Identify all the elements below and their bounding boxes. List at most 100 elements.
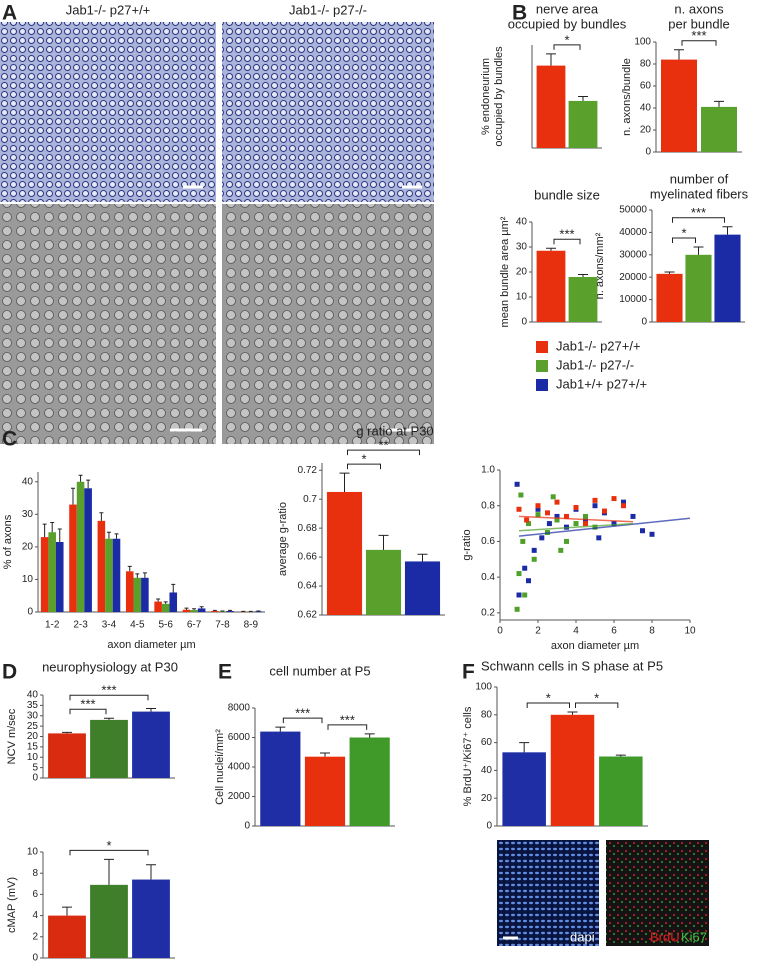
bar bbox=[161, 603, 170, 612]
y-tick-label: 8000 bbox=[228, 703, 251, 714]
x-tick-label: 2 bbox=[535, 626, 541, 637]
bar bbox=[141, 577, 149, 612]
scatter-point bbox=[524, 517, 530, 523]
error-bar bbox=[50, 521, 55, 533]
micrograph-title: Jab1-/- p27-/- bbox=[289, 2, 367, 17]
bar bbox=[218, 611, 227, 612]
x-tick-label: 6-7 bbox=[187, 620, 202, 631]
y-tick-label: 0 bbox=[244, 821, 250, 832]
significance-bracket bbox=[681, 40, 717, 46]
bar bbox=[260, 731, 301, 826]
y-tick-label: 60 bbox=[481, 737, 493, 748]
significance-bracket bbox=[69, 708, 107, 715]
error-bar bbox=[199, 606, 204, 609]
bar bbox=[97, 520, 106, 612]
error-bar bbox=[106, 531, 111, 539]
bar bbox=[197, 608, 206, 612]
chart-title: bundle size bbox=[534, 187, 600, 202]
y-tick-label: 0 bbox=[645, 147, 651, 158]
significance-label: *** bbox=[691, 205, 706, 220]
significance-label: *** bbox=[80, 697, 95, 712]
bar bbox=[599, 756, 643, 826]
bar bbox=[365, 549, 402, 615]
scatter-point bbox=[611, 521, 617, 527]
significance-bracket bbox=[347, 449, 420, 456]
legend-swatch bbox=[536, 379, 548, 391]
significance-bracket bbox=[69, 694, 149, 701]
scatter-point bbox=[621, 503, 626, 509]
y-tick-label: 2 bbox=[32, 931, 38, 942]
error-bar bbox=[275, 726, 286, 732]
y-tick-label: 20000 bbox=[619, 272, 647, 283]
significance-label: * bbox=[106, 838, 111, 853]
bar bbox=[701, 106, 737, 152]
error-bar bbox=[184, 607, 189, 610]
y-axis-label: % of axons bbox=[2, 514, 14, 569]
y-tick-label: 40 bbox=[640, 103, 652, 114]
chart-title: occupied by bundles bbox=[508, 16, 627, 31]
y-axis-label: Cell nuclei/mm² bbox=[214, 729, 226, 805]
significance-label: *** bbox=[101, 683, 116, 698]
x-tick-label: 3-4 bbox=[102, 620, 117, 631]
significance-bracket bbox=[69, 849, 149, 856]
stain-label: Ki67 bbox=[681, 929, 707, 944]
scatter-point bbox=[602, 508, 607, 514]
scatter-point bbox=[573, 521, 579, 527]
y-tick-label: 0.64 bbox=[298, 581, 318, 592]
scatter-point bbox=[516, 571, 522, 577]
error-bar bbox=[674, 49, 684, 60]
significance-bracket bbox=[282, 717, 323, 724]
chart-title: myelinated fibers bbox=[650, 186, 749, 201]
scatter-point bbox=[564, 538, 569, 544]
y-tick-label: 80 bbox=[640, 59, 652, 70]
error-bar bbox=[339, 472, 350, 492]
y-tick-label: 0 bbox=[641, 317, 647, 328]
bar bbox=[48, 733, 86, 778]
y-tick-label: 10 bbox=[516, 292, 528, 303]
scatter-point bbox=[630, 513, 636, 519]
significance-label: ** bbox=[378, 438, 388, 453]
error-bar bbox=[70, 487, 75, 505]
micrograph bbox=[497, 840, 599, 946]
y-tick-label: 30 bbox=[22, 509, 34, 520]
bar bbox=[125, 571, 134, 612]
bar bbox=[55, 542, 64, 612]
scatter-point bbox=[526, 578, 531, 584]
bar bbox=[84, 488, 92, 612]
significance-bracket bbox=[347, 463, 381, 470]
bar bbox=[182, 609, 191, 612]
scatter-point bbox=[611, 496, 617, 502]
error-bar bbox=[156, 598, 161, 602]
chart-title: per bundle bbox=[668, 16, 729, 31]
error-bar bbox=[146, 864, 156, 880]
scatter-point bbox=[545, 510, 550, 516]
scatter-point bbox=[583, 513, 588, 519]
error-bar bbox=[62, 731, 72, 734]
significance-label: *** bbox=[340, 712, 355, 727]
bar bbox=[685, 254, 712, 322]
bar bbox=[550, 714, 595, 826]
bar bbox=[48, 915, 86, 958]
bar bbox=[90, 884, 128, 958]
error-bar bbox=[171, 583, 176, 593]
chart-title: nerve area bbox=[536, 1, 599, 16]
y-tick-label: 40 bbox=[22, 476, 34, 487]
y-tick-label: 10 bbox=[27, 847, 39, 858]
bar bbox=[132, 879, 170, 958]
y-tick-label: 0 bbox=[27, 607, 33, 618]
significance-bracket bbox=[526, 702, 570, 709]
scatter-point bbox=[649, 531, 655, 537]
bar bbox=[40, 537, 49, 612]
error-bar bbox=[78, 474, 83, 482]
error-bar bbox=[163, 601, 168, 604]
significance-label: *** bbox=[559, 227, 574, 242]
error-bar bbox=[135, 573, 140, 578]
scatter-point bbox=[514, 481, 520, 487]
significance-bracket bbox=[672, 237, 696, 243]
bar bbox=[132, 711, 170, 778]
error-bar bbox=[546, 247, 556, 251]
error-bar bbox=[146, 707, 156, 712]
error-bar bbox=[578, 274, 588, 277]
error-bar bbox=[104, 717, 114, 720]
